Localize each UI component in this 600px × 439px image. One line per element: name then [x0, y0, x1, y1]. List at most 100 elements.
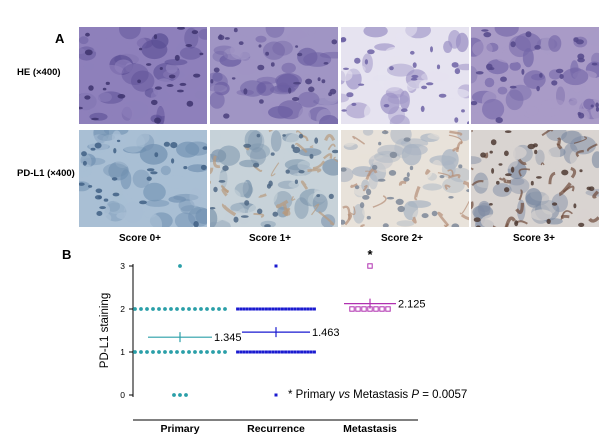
- data-point: [184, 393, 188, 397]
- x-category-label: Recurrence: [247, 423, 305, 435]
- data-point: [280, 350, 284, 354]
- data-point: [157, 350, 161, 354]
- panel-a-label: A: [55, 31, 65, 46]
- data-point: [139, 350, 143, 354]
- data-point: [151, 350, 155, 354]
- data-point: [293, 350, 297, 354]
- annotation-part: P: [411, 389, 419, 401]
- data-point: [261, 350, 265, 354]
- data-point: [245, 350, 249, 354]
- data-point: [271, 307, 275, 311]
- data-point: [306, 350, 310, 354]
- data-point: [373, 306, 379, 312]
- data-point: [284, 307, 288, 311]
- data-point: [284, 350, 288, 354]
- pdl1-score-1-image: [210, 130, 338, 227]
- significance-star: *: [367, 247, 373, 262]
- data-point: [290, 350, 294, 354]
- data-point: [239, 350, 243, 354]
- data-point: [193, 350, 197, 354]
- data-point: [252, 350, 256, 354]
- he-score-0-image: [79, 27, 207, 124]
- data-point: [274, 307, 278, 311]
- he-row-label: HE (×400): [17, 67, 61, 78]
- data-point: [157, 307, 161, 311]
- data-point: [274, 393, 278, 397]
- data-point: [242, 307, 246, 311]
- data-point: [169, 307, 173, 311]
- data-point: [349, 306, 355, 312]
- data-point: [309, 350, 313, 354]
- data-point: [309, 307, 313, 311]
- data-point: [245, 307, 249, 311]
- data-point: [293, 307, 297, 311]
- data-point: [178, 393, 182, 397]
- x-category-label: Metastasis: [343, 423, 397, 435]
- data-point: [296, 307, 300, 311]
- data-point: [199, 350, 203, 354]
- data-point: [290, 307, 294, 311]
- data-point: [312, 350, 316, 354]
- data-point: [211, 350, 215, 354]
- annotation-part: *: [288, 389, 296, 401]
- data-point: [242, 350, 246, 354]
- data-point: [268, 307, 272, 311]
- data-point: [205, 350, 209, 354]
- data-point: [280, 307, 284, 311]
- pdl1-score-3-image: [471, 130, 599, 227]
- he-score-3-image: [471, 27, 599, 124]
- mean-value-label: 1.345: [214, 332, 242, 344]
- data-point: [252, 307, 256, 311]
- data-point: [133, 307, 137, 311]
- data-point: [271, 350, 275, 354]
- data-point: [217, 307, 221, 311]
- score-1-label: Score 1+: [249, 233, 291, 244]
- data-point: [181, 307, 185, 311]
- data-point: [355, 306, 361, 312]
- data-point: [277, 307, 281, 311]
- data-point: [211, 307, 215, 311]
- data-point: [274, 350, 278, 354]
- data-point: [303, 307, 307, 311]
- data-point: [139, 307, 143, 311]
- data-point: [268, 350, 272, 354]
- data-point: [258, 307, 262, 311]
- data-point: [255, 350, 259, 354]
- data-point: [163, 307, 167, 311]
- y-tick-label: 1: [120, 347, 125, 357]
- panel-b-label: B: [62, 247, 72, 262]
- y-tick-label: 2: [120, 304, 125, 314]
- score-0-label: Score 0+: [119, 233, 161, 244]
- annotation-part: Metastasis: [350, 389, 411, 401]
- data-point: [258, 350, 262, 354]
- data-point: [151, 307, 155, 311]
- data-point: [199, 307, 203, 311]
- data-point: [300, 307, 304, 311]
- data-point: [223, 307, 227, 311]
- data-point: [361, 306, 367, 312]
- p-value-annotation: * Primary vs Metastasis P = 0.0057: [288, 389, 467, 401]
- data-point: [385, 306, 391, 312]
- data-point: [367, 263, 373, 269]
- data-point: [205, 307, 209, 311]
- data-point: [248, 350, 252, 354]
- data-point: [145, 307, 149, 311]
- data-point: [223, 350, 227, 354]
- data-point: [133, 350, 137, 354]
- he-score-1-image: [210, 27, 338, 124]
- data-point: [296, 350, 300, 354]
- data-point: [255, 307, 259, 311]
- data-point: [303, 350, 307, 354]
- mean-value-label: 1.463: [312, 327, 340, 339]
- he-score-2-image: [341, 27, 469, 124]
- x-category-label: Primary: [160, 423, 199, 435]
- score-3-label: Score 3+: [513, 233, 555, 244]
- data-point: [239, 307, 243, 311]
- data-point: [236, 350, 240, 354]
- y-axis-label: PD-L1 staining: [99, 293, 111, 368]
- data-point: [274, 264, 278, 268]
- data-point: [379, 306, 385, 312]
- data-point: [175, 307, 179, 311]
- data-point: [163, 350, 167, 354]
